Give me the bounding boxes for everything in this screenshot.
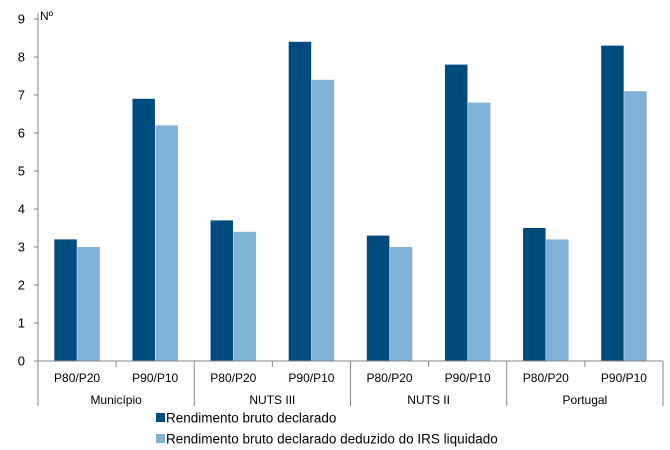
y-tick-label: 1	[18, 316, 25, 331]
group-label: NUTS II	[407, 393, 450, 407]
bar-liquido	[624, 91, 647, 361]
legend-swatch	[156, 434, 165, 443]
bar-bruto	[601, 45, 624, 361]
bar-liquido	[155, 125, 178, 362]
group-label: NUTS III	[249, 393, 295, 407]
category-label: P90/P10	[601, 371, 647, 385]
y-tick-label: 9	[18, 12, 25, 27]
bars	[54, 41, 647, 362]
bar-bruto	[444, 64, 468, 361]
axes	[37, 13, 664, 406]
bar-liquido	[77, 247, 100, 361]
group-label: Município	[90, 393, 142, 407]
legend-swatch	[156, 413, 165, 422]
legend-label: Rendimento bruto declarado	[166, 411, 336, 426]
legend-label: Rendimento bruto declarado deduzido do I…	[166, 432, 498, 447]
category-label: P90/P10	[445, 371, 491, 385]
bar-bruto	[366, 235, 390, 361]
x-axis-labels: P80/P20 P90/P10 Município P80/P20 P90/P10 NUT…	[54, 371, 647, 407]
bar-liquido	[233, 231, 257, 361]
legend: Rendimento bruto declarado Rendimento bru…	[156, 411, 498, 447]
y-tick-label: 4	[18, 202, 25, 217]
y-tick-label: 0	[18, 354, 25, 369]
category-label: P80/P20	[54, 371, 100, 385]
bar-bruto	[132, 98, 155, 362]
y-axis-label: Nº	[40, 9, 54, 23]
y-tick-label: 6	[18, 126, 25, 141]
y-tick-label: 2	[18, 278, 25, 293]
category-label: P80/P20	[367, 371, 413, 385]
bar-bruto	[523, 228, 546, 361]
y-tick-label: 5	[18, 164, 25, 179]
group-label: Portugal	[563, 393, 608, 407]
bar-liquido	[467, 102, 491, 361]
y-tick-label: 8	[18, 50, 25, 65]
y-axis-ticks: 0 1 2 3 4 5 6 7 8 9	[18, 12, 38, 369]
bar-liquido	[389, 247, 413, 361]
y-tick-label: 7	[18, 88, 25, 103]
bar-liquido	[311, 79, 335, 362]
bar-bruto	[288, 41, 312, 362]
category-label: P90/P10	[288, 371, 334, 385]
bar-bruto	[54, 239, 77, 361]
category-label: P80/P20	[523, 371, 569, 385]
category-label: P90/P10	[132, 371, 178, 385]
bar-liquido	[546, 239, 569, 361]
bar-bruto	[210, 220, 234, 361]
category-label: P80/P20	[210, 371, 256, 385]
y-tick-label: 3	[18, 240, 25, 255]
